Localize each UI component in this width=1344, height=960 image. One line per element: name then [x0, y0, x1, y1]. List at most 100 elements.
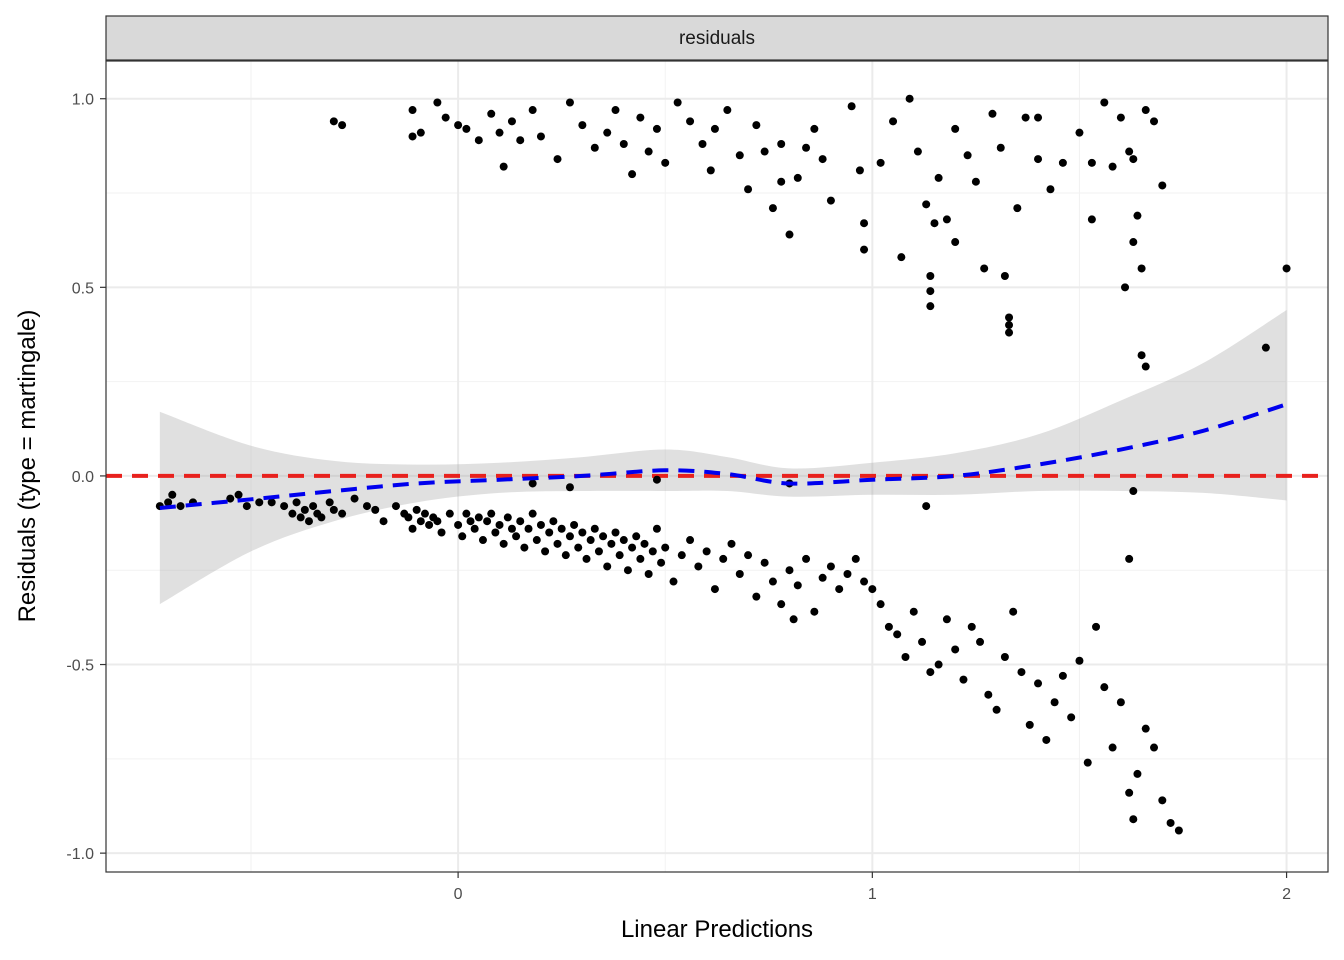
data-point: [752, 592, 761, 601]
data-point: [1100, 683, 1109, 692]
data-point: [710, 124, 719, 133]
data-point: [942, 615, 951, 624]
data-point: [657, 558, 666, 567]
x-tick-label: 1: [868, 886, 877, 903]
data-point: [408, 106, 417, 115]
data-point: [503, 513, 512, 522]
data-point: [706, 166, 715, 175]
data-point: [255, 498, 264, 507]
data-point: [433, 517, 442, 526]
data-point: [926, 287, 935, 296]
data-point: [536, 132, 545, 141]
data-point: [702, 547, 711, 556]
data-point: [942, 215, 951, 224]
data-point: [1017, 668, 1026, 677]
data-point: [524, 524, 533, 533]
data-point: [971, 177, 980, 186]
data-point: [951, 124, 960, 133]
data-point: [719, 554, 728, 563]
data-point: [710, 585, 719, 594]
data-point: [818, 573, 827, 582]
data-point: [1133, 769, 1142, 778]
data-point: [425, 520, 434, 529]
data-point: [420, 509, 429, 518]
data-point: [1046, 185, 1055, 194]
data-point: [619, 139, 628, 148]
data-point: [487, 509, 496, 518]
data-point: [1005, 321, 1014, 330]
data-point: [495, 128, 504, 137]
y-axis-title: Residuals (type = martingale): [14, 310, 41, 623]
data-point: [454, 520, 463, 529]
x-axis-title: Linear Predictions: [621, 916, 813, 943]
data-point: [242, 502, 251, 511]
data-point: [897, 253, 906, 262]
x-axis: 0 1 2: [454, 872, 1291, 903]
data-point: [926, 272, 935, 281]
data-point: [963, 151, 972, 160]
data-point: [549, 517, 558, 526]
y-tick-label: 1.0: [72, 92, 94, 109]
data-point: [1058, 158, 1067, 167]
data-point: [1261, 343, 1270, 352]
data-point: [826, 562, 835, 571]
data-point: [516, 517, 525, 526]
data-point: [491, 528, 500, 537]
data-point: [752, 121, 761, 130]
data-point: [905, 94, 914, 103]
data-point: [458, 532, 467, 541]
data-point: [777, 177, 786, 186]
data-point: [408, 524, 417, 533]
data-point: [1108, 743, 1117, 752]
data-point: [599, 532, 608, 541]
data-point: [1150, 743, 1159, 752]
data-point: [1282, 264, 1291, 273]
data-point: [267, 498, 276, 507]
data-point: [951, 645, 960, 654]
data-point: [603, 562, 612, 571]
data-point: [843, 570, 852, 579]
data-point: [325, 498, 334, 507]
data-point: [976, 637, 985, 646]
data-point: [1174, 826, 1183, 835]
data-point: [553, 155, 562, 164]
data-point: [980, 264, 989, 273]
data-point: [1125, 788, 1134, 797]
data-point: [851, 554, 860, 563]
data-point: [1125, 554, 1134, 563]
data-point: [855, 166, 864, 175]
data-point: [1125, 147, 1134, 156]
data-point: [984, 690, 993, 699]
data-point: [619, 536, 628, 545]
data-point: [1133, 211, 1142, 220]
data-point: [445, 509, 454, 518]
data-point: [1092, 622, 1101, 631]
data-point: [913, 147, 922, 156]
data-point: [520, 543, 529, 552]
data-point: [835, 585, 844, 594]
data-point: [661, 543, 670, 552]
data-point: [628, 543, 637, 552]
confidence-ribbon: [159, 309, 1287, 605]
data-point: [623, 566, 632, 575]
data-point: [611, 106, 620, 115]
data-point: [1116, 698, 1125, 707]
data-point: [280, 502, 289, 511]
data-point: [793, 581, 802, 590]
data-point: [416, 128, 425, 137]
data-point: [1042, 735, 1051, 744]
data-point: [826, 196, 835, 205]
data-point: [802, 554, 811, 563]
data-point: [1129, 487, 1138, 496]
data-point: [669, 577, 678, 586]
data-point: [1005, 313, 1014, 322]
data-point: [876, 158, 885, 167]
data-point: [1141, 106, 1150, 115]
data-point: [1058, 671, 1067, 680]
data-point: [532, 536, 541, 545]
data-point: [578, 121, 587, 130]
data-point: [309, 502, 318, 511]
data-point: [735, 151, 744, 160]
data-point: [1075, 656, 1084, 665]
data-point: [408, 132, 417, 141]
